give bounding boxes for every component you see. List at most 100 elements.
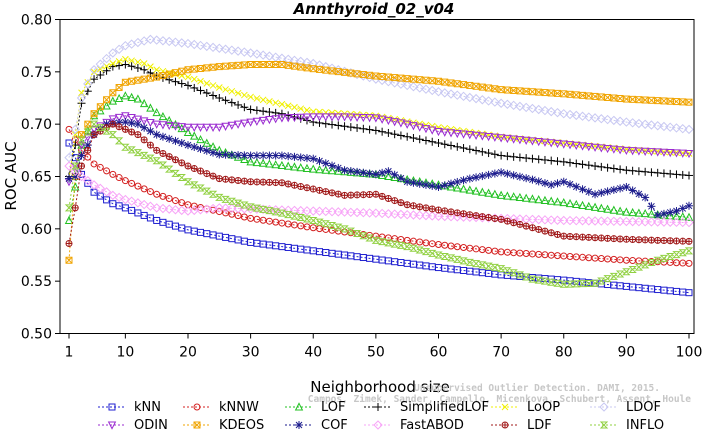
data-point-cof xyxy=(672,207,681,216)
data-point-lof xyxy=(584,201,594,210)
data-point-fastabod xyxy=(652,217,663,227)
data-point-odin xyxy=(603,144,612,154)
data-point-ldf xyxy=(272,179,280,187)
data-point-cof xyxy=(634,189,643,198)
data-point-cof xyxy=(522,174,531,183)
data-point-fastabod xyxy=(308,206,318,216)
data-point-odin xyxy=(396,119,406,128)
data-point-inflo xyxy=(490,263,500,271)
data-point-fastabod xyxy=(339,207,350,217)
data-point-odin xyxy=(672,149,681,158)
data-point-simplifiedlof xyxy=(77,99,86,108)
legend-item-cof: COF xyxy=(285,418,348,433)
x-axis-title: Neighborhood size xyxy=(310,378,449,396)
data-point-cof xyxy=(678,204,687,213)
data-point-odin xyxy=(478,132,487,141)
data-point-fastabod xyxy=(371,208,381,218)
data-point-simplifiedlof xyxy=(309,118,318,127)
data-point-lof xyxy=(315,165,324,174)
data-point-inflo xyxy=(177,174,186,182)
data-point-fastabod xyxy=(602,216,613,226)
data-point-fastabod xyxy=(665,217,675,227)
data-point-lof xyxy=(177,123,186,133)
data-point-odin xyxy=(346,113,356,122)
data-point-simplifiedlof xyxy=(591,162,600,171)
data-point-kdeos xyxy=(103,96,111,104)
data-point-odin xyxy=(83,133,93,142)
data-point-simplifiedlof xyxy=(334,121,343,130)
data-point-lof xyxy=(258,158,268,167)
data-point-cof xyxy=(459,176,468,185)
data-point-inflo xyxy=(215,193,224,201)
data-point-inflo xyxy=(208,190,218,198)
data-point-ldf xyxy=(503,217,511,225)
data-point-simplifiedlof xyxy=(127,62,136,71)
data-point-ldf xyxy=(265,178,273,186)
data-point-odin xyxy=(547,139,556,148)
data-point-lof xyxy=(572,199,581,209)
data-point-cof xyxy=(509,171,518,180)
data-point-fastabod xyxy=(527,214,538,225)
data-point-loop xyxy=(109,60,117,67)
data-point-knnw xyxy=(178,199,186,207)
data-point-odin xyxy=(440,128,449,137)
data-point-fastabod xyxy=(383,209,394,219)
data-point-odin xyxy=(465,131,475,140)
data-point-ldof xyxy=(471,93,481,104)
data-point-ldf xyxy=(391,197,399,205)
data-point-fastabod xyxy=(533,214,544,225)
data-point-knnw xyxy=(190,202,198,210)
data-point-odin xyxy=(402,120,412,129)
data-point-inflo xyxy=(678,249,687,257)
data-point-lof xyxy=(528,194,537,203)
data-point-kdeos xyxy=(366,71,374,79)
data-point-simplifiedlof xyxy=(622,166,631,175)
data-point-odin xyxy=(528,137,537,146)
data-point-kdeos xyxy=(228,62,236,70)
y-tick-label: 0.50 xyxy=(21,327,52,343)
data-point-inflo xyxy=(446,254,456,262)
data-point-kdeos xyxy=(647,96,655,104)
data-point-kdeos xyxy=(585,92,593,100)
data-point-simplifiedlof xyxy=(202,88,211,97)
data-point-cof xyxy=(334,163,343,172)
data-point-loop xyxy=(228,87,236,95)
data-point-ldof xyxy=(195,40,206,51)
y-tick-label: 0.55 xyxy=(21,274,52,290)
data-point-cof xyxy=(566,180,575,189)
data-point-ldf xyxy=(597,234,605,242)
data-point-lof xyxy=(509,192,518,201)
data-point-ldof xyxy=(540,105,550,116)
data-point-fastabod xyxy=(565,215,575,226)
data-point-lof xyxy=(139,98,149,108)
data-point-odin xyxy=(277,114,287,123)
data-point-ldf xyxy=(447,208,455,216)
data-point-inflo xyxy=(597,277,606,285)
series-line-odin xyxy=(68,115,690,182)
x-tick-label: 80 xyxy=(555,345,573,361)
data-point-ldf xyxy=(128,128,136,136)
data-point-ldof xyxy=(646,120,657,130)
data-point-ldof xyxy=(483,96,494,106)
data-point-cof xyxy=(578,185,587,194)
data-point-cof xyxy=(616,184,625,193)
data-point-ldof xyxy=(446,89,456,99)
data-point-cof xyxy=(177,139,186,148)
data-point-lof xyxy=(114,93,124,103)
x-tick-label: 20 xyxy=(179,345,197,361)
data-point-inflo xyxy=(108,131,118,139)
data-point-odin xyxy=(515,136,525,145)
data-point-inflo xyxy=(453,255,462,263)
data-point-fastabod xyxy=(684,217,694,228)
data-point-inflo xyxy=(434,251,443,259)
data-point-ldf xyxy=(165,153,173,161)
data-point-ldf xyxy=(303,184,311,192)
data-point-ldof xyxy=(565,109,575,120)
data-point-ldf xyxy=(403,201,411,209)
legend-item-simplifiedlof: SimplifiedLOF xyxy=(364,400,489,415)
data-point-simplifiedlof xyxy=(572,159,581,168)
data-point-kdeos xyxy=(472,82,480,90)
data-point-kdeos xyxy=(234,61,242,69)
data-point-loop xyxy=(78,89,85,97)
data-point-kdeos xyxy=(146,74,154,82)
